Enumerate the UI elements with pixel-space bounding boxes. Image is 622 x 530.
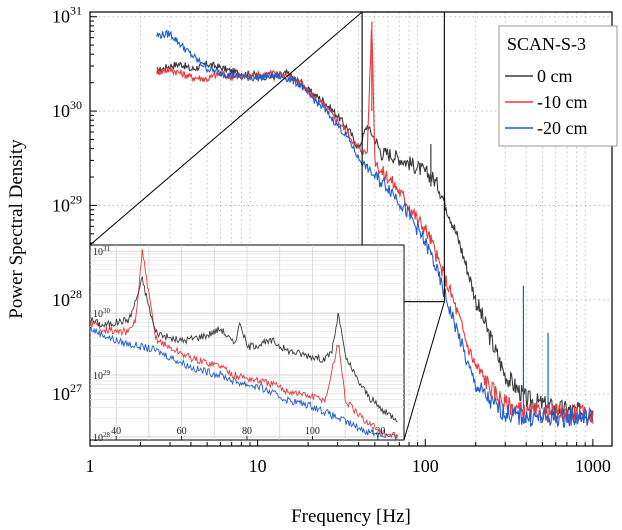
- legend-entry-label: -10 cm: [537, 92, 587, 112]
- legend: SCAN-S-3 0 cm -10 cm -20 cm: [498, 25, 618, 147]
- inset-x-tick-label: 40: [111, 426, 121, 437]
- inset-x-tick-label: 60: [177, 426, 187, 437]
- y-tick-label: 1030: [52, 98, 82, 121]
- zoom-connector: [89, 11, 363, 246]
- x-tick-label: 1000: [575, 456, 611, 476]
- zoom-connector: [403, 301, 445, 441]
- inset-series-line-1: [89, 248, 398, 441]
- inset-y-tick-label: 1031: [93, 245, 111, 258]
- y-tick-label: 1031: [52, 4, 82, 27]
- inset-series-line-2: [89, 276, 398, 422]
- inset-series: [89, 248, 398, 441]
- inset-x-tick-label: 80: [242, 426, 252, 437]
- series-line-2: [156, 29, 594, 428]
- x-axis-title: Frequency [Hz]: [291, 506, 411, 527]
- inset-x-tick-label: 100: [305, 426, 320, 437]
- y-tick-label: 1029: [52, 192, 82, 215]
- legend-title: SCAN-S-3: [507, 34, 586, 54]
- inset-chart: 40 60 80 100 120 1028 1029 1030 1031: [89, 244, 405, 444]
- y-axis-title: Power Spectral Density: [6, 139, 27, 319]
- y-tick-label: 1028: [52, 287, 82, 310]
- main-series: [156, 21, 594, 428]
- legend-entry-label: 0 cm: [537, 66, 573, 86]
- x-tick-label: 10: [249, 456, 267, 476]
- inset-y-tick-label: 1029: [93, 369, 111, 382]
- y-tick-label: 1027: [52, 381, 82, 404]
- legend-box: [498, 25, 618, 147]
- legend-entries: 0 cm -10 cm -20 cm: [505, 66, 587, 138]
- x-tick-label: 1: [86, 456, 95, 476]
- x-tick-label: 100: [412, 456, 439, 476]
- inset-ticks: 40 60 80 100 120 1028 1029 1030 1031: [93, 245, 385, 444]
- plot-frame: [89, 11, 613, 447]
- inset-series-line-0: [89, 326, 398, 440]
- legend-entry-label: -20 cm: [537, 118, 587, 138]
- inset-x-tick-label: 120: [370, 426, 385, 437]
- inset-y-tick-label: 1028: [93, 431, 111, 444]
- inset-y-tick-label: 1030: [93, 307, 111, 320]
- axis-ticks: 1 10 100 1000 1027 1028 1029 1030 1031: [52, 4, 611, 476]
